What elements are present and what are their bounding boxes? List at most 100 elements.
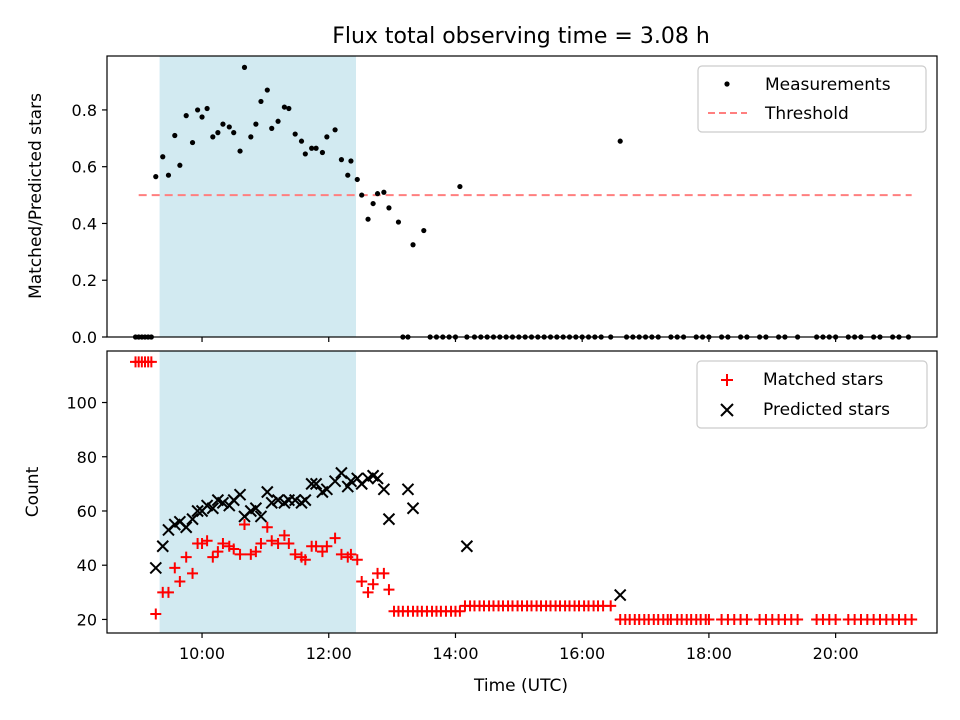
matched-stars-point xyxy=(906,613,918,625)
predicted-stars-point xyxy=(261,485,274,499)
measurement-point xyxy=(275,118,281,124)
legend-measurements-label: Measurements xyxy=(765,75,891,95)
predicted-stars-point xyxy=(344,474,358,488)
measurement-point xyxy=(160,154,166,160)
measurement-point xyxy=(153,174,159,180)
top-panel-measurements: 0.0 0.2 0.4 0.6 0.8 xyxy=(72,55,938,347)
x-tick-label: 18:00 xyxy=(686,644,732,663)
measurement-point xyxy=(421,227,427,234)
measurement-point xyxy=(199,114,205,120)
matched-stars-point xyxy=(605,600,617,612)
y-tick-label: 40 xyxy=(77,556,97,575)
measurement-point xyxy=(204,105,210,112)
y-tick-label: 0.8 xyxy=(72,101,97,120)
measurement-point xyxy=(381,189,387,195)
matched-stars-point xyxy=(228,543,240,555)
axes-frame xyxy=(106,350,938,634)
matched-stars-point xyxy=(217,538,229,550)
predicted-stars-point xyxy=(216,496,230,510)
matched-stars-point xyxy=(830,613,842,625)
x-tick-label: 16:00 xyxy=(559,644,605,663)
matched-stars-point xyxy=(272,538,284,550)
y-tick-label: 0.2 xyxy=(72,271,97,290)
legend-predicted-label: Predicted stars xyxy=(763,400,890,420)
predicted-stars-point xyxy=(377,483,391,496)
matched-stars-point xyxy=(351,554,363,566)
observing-window-shade xyxy=(159,351,356,633)
measurement-point xyxy=(237,148,243,154)
matched-stars-point xyxy=(187,567,199,579)
measurement-point xyxy=(319,149,326,156)
matched-stars-point xyxy=(238,519,250,531)
matched-stars-point xyxy=(169,562,181,574)
matched-stars-point xyxy=(454,605,466,617)
matched-stars-point xyxy=(329,532,341,544)
predicted-stars-point xyxy=(299,493,312,507)
legend-threshold-label: Threshold xyxy=(764,104,849,124)
measurement-point xyxy=(374,191,381,197)
measurement-point xyxy=(264,87,270,93)
measurement-point xyxy=(286,105,292,112)
top-legend-frame xyxy=(697,65,927,133)
measurement-point xyxy=(298,138,305,144)
measurement-point xyxy=(269,125,275,131)
measurement-point xyxy=(365,216,371,222)
predicted-stars-point xyxy=(265,496,278,510)
x-tick-label: 14:00 xyxy=(432,644,478,663)
chart-title: Flux total observing time = 3.08 h xyxy=(332,24,710,49)
matched-stars-point xyxy=(335,548,347,560)
matched-stars-point xyxy=(310,540,322,552)
matched-stars-point xyxy=(741,613,753,625)
measurement-point xyxy=(302,151,308,157)
measurement-point xyxy=(189,139,196,146)
measurement-point xyxy=(309,145,315,151)
measurement-point xyxy=(324,134,330,140)
measurement-point xyxy=(220,121,226,127)
measurement-point xyxy=(248,134,254,140)
y-tick-label: 0.4 xyxy=(72,214,97,233)
observing-window-shade xyxy=(159,56,356,337)
predicted-stars-point xyxy=(305,477,318,491)
measurement-point xyxy=(258,98,264,105)
predicted-stars-point xyxy=(206,502,220,515)
measurement-point xyxy=(241,64,248,70)
measurement-point xyxy=(253,121,259,127)
predicted-stars-point xyxy=(401,483,415,496)
bottom-legend: Matched stars Predicted stars xyxy=(696,360,928,429)
matched-stars-point xyxy=(212,546,224,558)
matched-stars-point xyxy=(283,538,295,550)
matched-stars-point xyxy=(383,584,395,596)
measurement-point xyxy=(313,145,319,151)
matched-stars-point xyxy=(356,575,368,587)
predicted-stars-point xyxy=(149,561,162,575)
top-panel-ylabel: Matched/Predicted stars xyxy=(26,93,46,299)
measurement-point xyxy=(345,172,351,178)
matched-stars-point xyxy=(250,546,262,558)
measurement-point xyxy=(386,205,392,211)
measurements-legend-marker xyxy=(724,81,730,87)
bottom-legend-frame xyxy=(696,360,928,429)
matched-stars-point xyxy=(201,535,213,547)
predicted-stars-point xyxy=(271,493,285,507)
y-tick-label: 0.0 xyxy=(72,328,97,347)
matched-stars-point xyxy=(266,535,278,547)
predicted-stars-point xyxy=(288,493,302,507)
measurement-point xyxy=(617,138,623,144)
measurement-point xyxy=(195,107,201,113)
matched-stars-point xyxy=(174,575,186,587)
top-legend: Measurements Threshold xyxy=(697,65,927,133)
legend-matched-label: Matched stars xyxy=(763,370,883,390)
y-tick-label: 80 xyxy=(77,448,97,467)
measurement-point xyxy=(338,157,345,163)
predicted-stars-point xyxy=(233,488,247,501)
matched-stars-legend-marker xyxy=(721,374,733,386)
predicted-stars-point xyxy=(249,502,263,515)
measurement-point xyxy=(348,158,354,164)
predicted-stars-point xyxy=(371,472,384,485)
measurement-point xyxy=(210,134,216,140)
measurement-point xyxy=(226,124,232,130)
measurement-point xyxy=(183,113,189,119)
axes-frame xyxy=(106,55,938,338)
predicted-stars-point xyxy=(254,510,268,523)
